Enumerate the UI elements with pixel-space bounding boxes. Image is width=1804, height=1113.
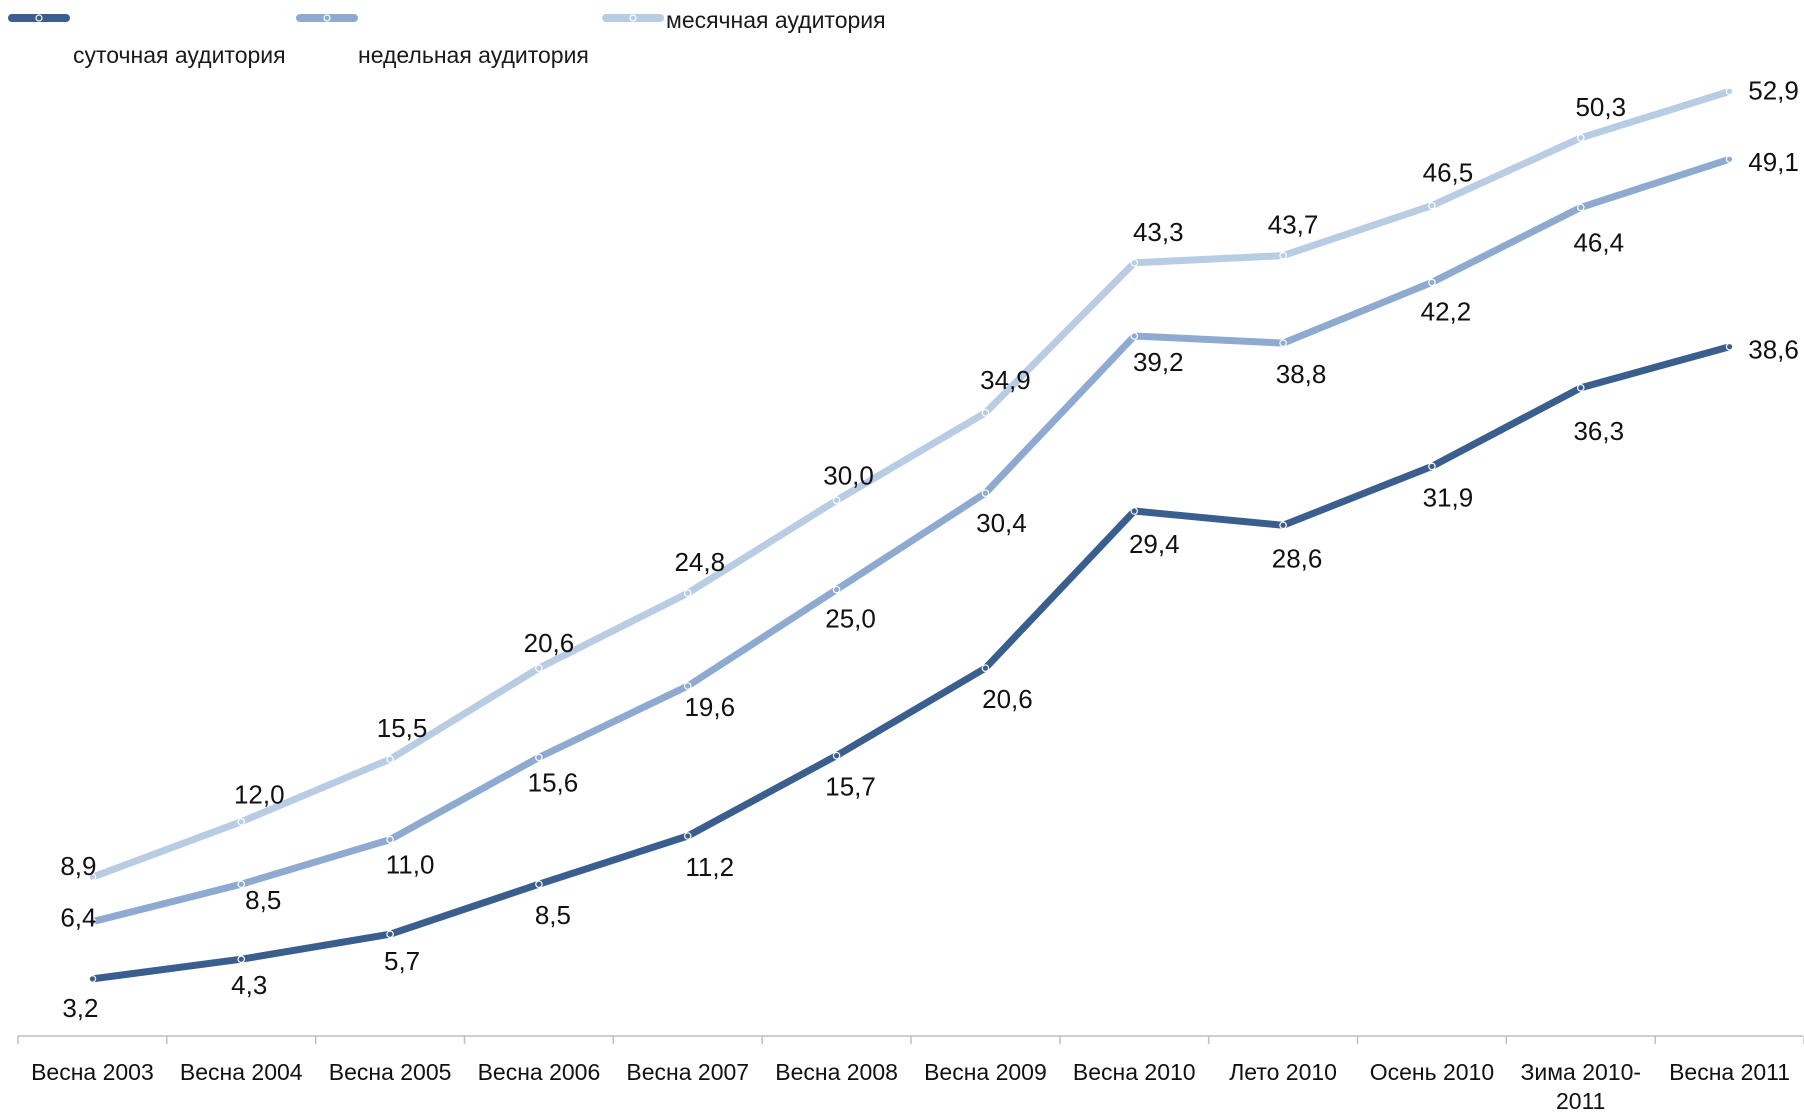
x-tick-label: Весна 2011 — [1669, 1059, 1790, 1085]
x-axis: Весна 2003 Весна 2004 Весна 2005 Весна 2006… — [17, 1035, 1804, 1113]
data-labels: 3,2 4,3 5,7 8,5 11,2 15,7 20,6 29,4 28,6 31,9 36,3… — [60, 75, 1799, 1023]
data-point — [1428, 278, 1436, 287]
data-point — [88, 873, 97, 881]
data-label: 43,3 — [1133, 217, 1184, 247]
data-point — [1428, 462, 1436, 471]
data-label: 6,4 — [60, 903, 96, 933]
data-point — [237, 955, 246, 964]
data-label: 24,8 — [674, 547, 725, 577]
data-point — [535, 880, 543, 889]
data-label: 15,6 — [528, 767, 579, 797]
x-tick-label: Весна 2006 — [478, 1059, 601, 1085]
data-label: 30,4 — [976, 508, 1027, 538]
legend-marker — [323, 14, 331, 22]
data-point — [981, 489, 990, 497]
data-label: 46,4 — [1573, 227, 1624, 257]
legend-marker — [35, 14, 43, 22]
data-point — [88, 917, 97, 926]
data-label: 8,5 — [245, 885, 281, 915]
data-point — [1576, 383, 1585, 392]
data-point — [683, 682, 692, 690]
data-point — [386, 755, 394, 764]
series-line — [88, 155, 1734, 926]
data-label: 15,5 — [377, 713, 428, 743]
data-label: 8,9 — [60, 851, 96, 881]
data-point — [981, 664, 990, 672]
data-label: 8,5 — [535, 900, 571, 930]
data-point — [1725, 87, 1734, 96]
data-point — [88, 975, 97, 983]
data-label: 49,1 — [1748, 147, 1799, 177]
x-tick-label: Лето 2010 — [1229, 1059, 1337, 1085]
legend-label: суточная аудитория — [73, 42, 286, 68]
series-line — [88, 343, 1734, 983]
legend-label: месячная аудитория — [666, 7, 886, 33]
data-label: 39,2 — [1133, 347, 1184, 377]
data-label: 20,6 — [982, 684, 1033, 714]
x-tick-label: Весна 2004 — [180, 1059, 303, 1085]
data-point — [683, 589, 692, 597]
data-label: 38,6 — [1748, 335, 1799, 365]
data-point — [1725, 155, 1734, 164]
data-label: 5,7 — [384, 946, 420, 976]
data-point — [832, 496, 841, 505]
x-tick-label: Осень 2010 — [1370, 1059, 1494, 1085]
data-label: 34,9 — [980, 365, 1031, 395]
data-point — [237, 880, 246, 889]
data-point — [832, 585, 841, 594]
x-tick-label: Весна 2007 — [626, 1059, 749, 1085]
data-point — [386, 835, 394, 844]
data-label: 11,2 — [685, 852, 734, 882]
data-label: 28,6 — [1272, 543, 1323, 573]
x-tick-label: Весна 2005 — [329, 1059, 452, 1085]
data-label: 19,6 — [684, 692, 735, 722]
data-point — [535, 664, 543, 672]
data-label: 50,3 — [1575, 92, 1626, 122]
data-point — [683, 832, 692, 840]
data-label: 12,0 — [234, 780, 285, 810]
legend: суточная аудитория недельная аудитория мес… — [8, 7, 886, 68]
data-label: 38,8 — [1276, 359, 1327, 389]
data-point — [1130, 332, 1139, 340]
x-tick-label: Зима 2010-2011 — [1520, 1059, 1641, 1113]
data-point — [1279, 521, 1287, 530]
data-label: 29,4 — [1129, 529, 1180, 559]
data-label: 11,0 — [386, 850, 435, 880]
data-label: 42,2 — [1421, 296, 1472, 326]
data-point — [535, 753, 543, 762]
data-point — [386, 930, 394, 939]
x-tick-label: Весна 2010 — [1073, 1059, 1196, 1085]
data-point — [1130, 507, 1139, 515]
x-tick-label: Весна 2008 — [775, 1059, 898, 1085]
data-label: 31,9 — [1423, 482, 1474, 512]
data-label: 20,6 — [524, 628, 575, 658]
data-label: 36,3 — [1573, 416, 1624, 446]
data-label: 52,9 — [1748, 75, 1799, 105]
data-point — [237, 817, 246, 826]
data-point — [981, 408, 990, 417]
data-label: 15,7 — [825, 772, 876, 802]
x-tick-label: Весна 2009 — [924, 1059, 1047, 1085]
data-label: 3,2 — [62, 993, 98, 1023]
legend-marker — [629, 14, 637, 22]
x-tick-label: Весна 2003 — [31, 1059, 154, 1085]
data-point — [832, 751, 841, 760]
data-point — [1725, 342, 1734, 351]
data-point — [1428, 201, 1436, 210]
series-line — [88, 87, 1734, 881]
data-label: 46,5 — [1423, 158, 1474, 188]
series-layer — [88, 87, 1734, 983]
data-point — [1279, 339, 1287, 347]
data-point — [1576, 203, 1585, 212]
data-label: 43,7 — [1268, 210, 1319, 240]
data-label: 4,3 — [231, 970, 267, 1000]
legend-label: недельная аудитория — [358, 42, 589, 68]
data-point — [1130, 258, 1139, 267]
data-label: 30,0 — [823, 460, 874, 490]
data-label: 25,0 — [825, 604, 876, 634]
data-point — [1576, 133, 1585, 142]
data-point — [1279, 251, 1287, 260]
